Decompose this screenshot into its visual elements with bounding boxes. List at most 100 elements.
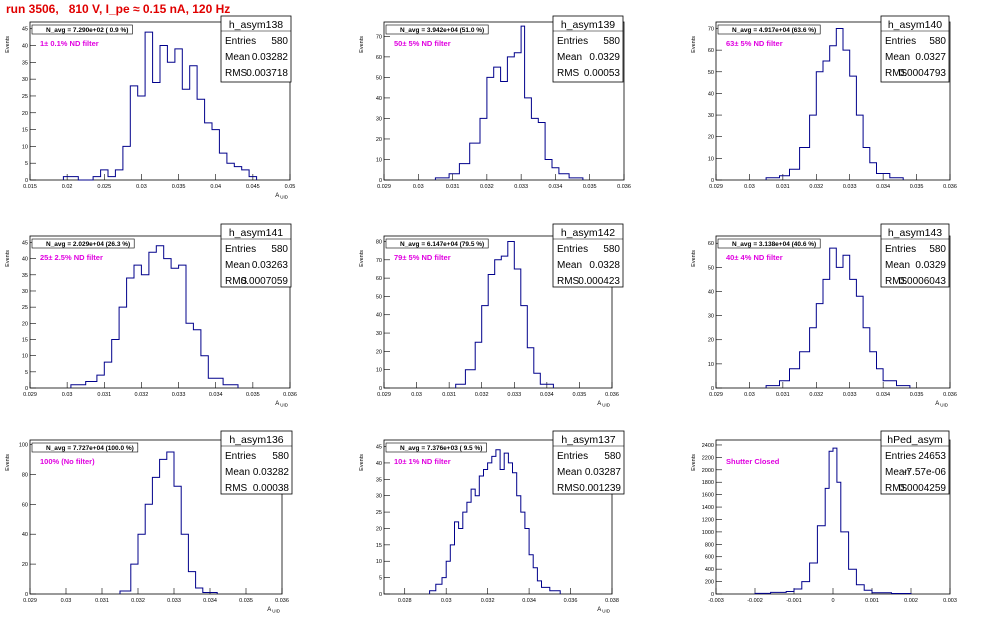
histogram-bin bbox=[830, 248, 837, 388]
histogram-bin bbox=[471, 489, 475, 594]
plot-frame bbox=[715, 21, 951, 181]
x-tick-label: 0.029 bbox=[377, 392, 391, 398]
stats-box bbox=[552, 430, 625, 495]
x-tick-label: 0.029 bbox=[23, 598, 37, 604]
plot-frame bbox=[383, 235, 613, 389]
stats-title: h_asym137 bbox=[561, 434, 615, 446]
histogram-bin bbox=[156, 246, 163, 388]
histogram-bin bbox=[487, 77, 494, 180]
histogram-bin bbox=[138, 534, 145, 594]
stats-value: 580 bbox=[603, 244, 620, 255]
x-tick-label: -0.003 bbox=[708, 598, 724, 604]
histogram-panel: 0 10 20 30 40 50 60 70 0.029 0.03 0.031 0.032 0.033 0… bbox=[359, 15, 631, 190]
histogram-bin bbox=[188, 572, 195, 594]
histogram-bin bbox=[182, 89, 189, 180]
stats-key: RMS bbox=[557, 276, 580, 287]
stats-box bbox=[880, 15, 950, 83]
histogram-bin bbox=[816, 304, 823, 388]
histogram-bin bbox=[197, 99, 204, 180]
stats-title: h_asym136 bbox=[229, 434, 283, 446]
x-tick-label: 0.045 bbox=[246, 184, 260, 190]
y-tick-label: 40 bbox=[22, 257, 28, 263]
y-axis-label: Events bbox=[5, 36, 11, 53]
histogram-line bbox=[62, 31, 258, 181]
histogram-bin bbox=[205, 123, 212, 180]
stats-key: Entries bbox=[225, 244, 256, 255]
n-avg-box bbox=[31, 24, 133, 35]
stats-value: 580 bbox=[929, 244, 946, 255]
histogram-bin bbox=[508, 241, 515, 388]
y-tick-label: 20 bbox=[708, 135, 714, 141]
histogram-bin bbox=[201, 356, 208, 388]
stats-value: 580 bbox=[929, 36, 946, 47]
x-tick-label: 0.033 bbox=[167, 598, 181, 604]
histogram-bin bbox=[196, 588, 203, 594]
stats-key: RMS bbox=[557, 483, 580, 494]
x-tick-label: 0.03 bbox=[62, 392, 73, 398]
y-tick-label: 30 bbox=[708, 314, 714, 320]
y-tick-label: 25 bbox=[22, 94, 28, 100]
histogram-bin bbox=[531, 118, 538, 180]
stats-box bbox=[220, 223, 292, 288]
stats-key: Mean bbox=[885, 260, 910, 271]
stats-box bbox=[220, 15, 292, 83]
stats-title: h_asym139 bbox=[561, 19, 615, 31]
y-tick-label: 0 bbox=[711, 592, 714, 598]
plot-frame bbox=[29, 235, 291, 389]
stats-key: RMS bbox=[885, 483, 908, 494]
stats-key: Mean bbox=[557, 260, 582, 271]
filter-label: 79± 5% ND filter bbox=[394, 253, 451, 262]
filter-label: 1± 0.1% ND filter bbox=[40, 39, 99, 48]
histogram-bin bbox=[63, 177, 78, 180]
histogram-bin bbox=[186, 323, 193, 388]
histogram-bin bbox=[164, 259, 171, 388]
y-tick-label: 50 bbox=[376, 294, 382, 300]
histogram-bin bbox=[167, 62, 174, 180]
x-tick-label: 0.031 bbox=[95, 598, 109, 604]
n-avg-box bbox=[717, 238, 821, 249]
y-tick-label: 5 bbox=[379, 576, 382, 582]
x-tick-label: 0.032 bbox=[475, 392, 489, 398]
y-tick-label: 0 bbox=[711, 386, 714, 392]
y-tick-label: 10 bbox=[376, 559, 382, 565]
y-tick-label: 0 bbox=[25, 592, 28, 598]
histogram-bin bbox=[219, 153, 226, 180]
n-avg-label: N_avg = 3.942e+04 (51.0 %) bbox=[400, 27, 484, 34]
histogram-bin bbox=[449, 174, 459, 180]
histogram-panel: 0 10 20 30 40 50 60 0.029 0.03 0.031 0.032 0.033 0.0… bbox=[691, 223, 957, 408]
histogram-bin bbox=[463, 512, 467, 594]
y-tick-label: 2400 bbox=[702, 443, 714, 449]
x-tick-label: 0.036 bbox=[943, 392, 957, 398]
histogram-bin bbox=[430, 591, 436, 594]
histogram-bin bbox=[504, 453, 508, 594]
filter-label: 63± 5% ND filter bbox=[726, 39, 783, 48]
histogram-bin bbox=[508, 463, 512, 594]
histogram-bin bbox=[104, 362, 111, 388]
histogram-bin bbox=[843, 50, 850, 180]
histogram-bin bbox=[475, 496, 479, 594]
histogram-bin bbox=[131, 564, 138, 594]
histogram-bin bbox=[507, 57, 514, 180]
y-tick-label: 30 bbox=[22, 77, 28, 83]
histogram-bin bbox=[149, 252, 156, 388]
x-tick-label: 0.003 bbox=[943, 598, 957, 604]
stats-key: RMS bbox=[225, 483, 248, 494]
histogram-bin bbox=[514, 269, 521, 388]
histogram-bin bbox=[450, 545, 454, 594]
y-tick-label: 400 bbox=[705, 567, 714, 573]
stats-key: RMS bbox=[885, 276, 908, 287]
histogram-bin bbox=[780, 381, 790, 388]
x-tick-label: 0.036 bbox=[943, 184, 957, 190]
n-avg-label: N_avg = 7.376e+03 ( 9.5 %) bbox=[400, 445, 482, 452]
x-tick-label: 0.03 bbox=[441, 598, 452, 604]
histogram-bin bbox=[442, 578, 446, 594]
histogram-bin bbox=[825, 488, 829, 594]
y-tick-label: 25 bbox=[22, 305, 28, 311]
x-tick-label: 0.029 bbox=[709, 184, 723, 190]
y-tick-label: 0 bbox=[379, 386, 382, 392]
stats-value: 0.0329 bbox=[589, 52, 620, 63]
histogram-bin bbox=[850, 76, 857, 180]
y-tick-label: 40 bbox=[22, 44, 28, 50]
stats-title: h_asym138 bbox=[229, 19, 283, 31]
stats-value: 0.0327 bbox=[915, 52, 946, 63]
